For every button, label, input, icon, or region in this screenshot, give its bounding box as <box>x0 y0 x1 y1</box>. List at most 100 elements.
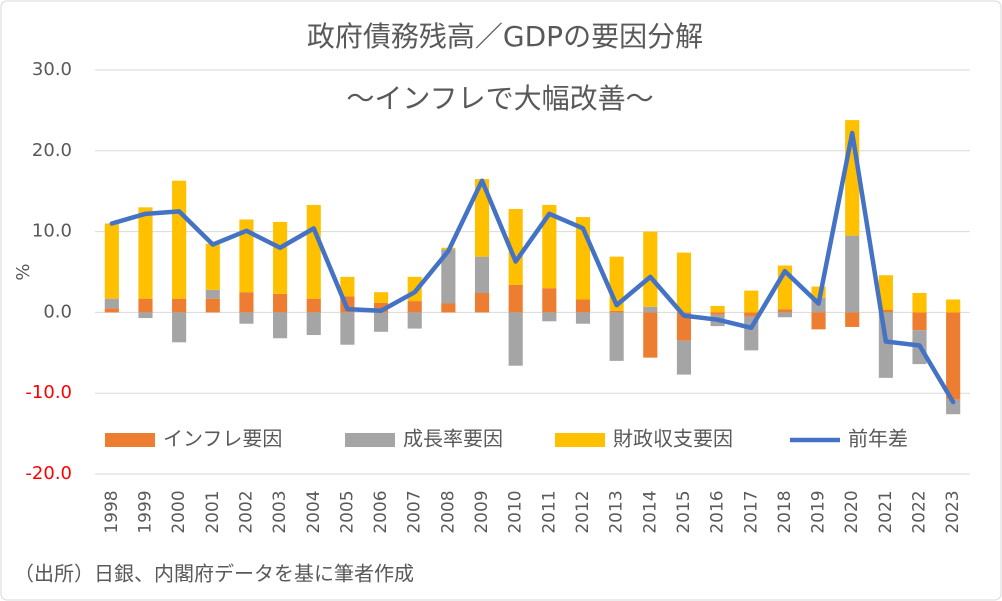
bar-segment <box>306 312 321 336</box>
bar-segment <box>474 179 490 257</box>
x-tick-label: 2013 <box>607 490 627 533</box>
legend-label: 成長率要因 <box>403 427 503 451</box>
bar-segment <box>407 301 422 313</box>
bar-segment <box>239 312 254 324</box>
bar-segment <box>710 312 725 315</box>
bar-segment <box>777 309 792 313</box>
x-tick-label: 2020 <box>842 490 862 533</box>
bar-segment <box>172 180 187 299</box>
bar-segment <box>205 243 220 290</box>
bar-segment <box>946 312 961 400</box>
legend-label: 前年差 <box>848 427 908 451</box>
bar-segment <box>878 309 893 313</box>
x-tick-label: 2023 <box>943 490 963 533</box>
bar-segment <box>710 305 725 313</box>
footnote: （出所）日銀、内閣府データを基に筆者作成 <box>14 562 414 586</box>
bar-segment <box>643 312 658 358</box>
bar-segment <box>845 312 860 327</box>
y-axis-label: % <box>13 263 34 280</box>
bar-segment <box>643 306 658 313</box>
x-tick-label: 2001 <box>203 490 223 533</box>
bar-segment <box>138 298 153 313</box>
legend-swatch <box>105 433 155 447</box>
bar-segment <box>777 312 792 318</box>
bar-segment <box>542 288 557 313</box>
bar-segment <box>676 340 692 375</box>
bar-segment <box>474 293 490 313</box>
x-tick-label: 2007 <box>405 490 425 533</box>
chart-subtitle: ～インフレで大幅改善～ <box>346 82 653 115</box>
x-tick-label: 2003 <box>270 490 290 533</box>
bar-segment <box>575 312 591 324</box>
x-tick-label: 2018 <box>775 490 795 533</box>
x-tick-label: 2002 <box>236 490 256 533</box>
x-tick-label: 2014 <box>640 490 660 533</box>
x-tick-label: 2016 <box>708 490 728 533</box>
bar-segment <box>373 292 389 303</box>
bar-segment <box>676 312 692 341</box>
bar-segment <box>407 312 422 329</box>
bar-segment <box>205 298 220 313</box>
y-tick-label: -10.0 <box>25 382 72 403</box>
bar-segment <box>508 208 523 285</box>
x-tick-label: 1998 <box>102 490 122 533</box>
x-tick-label: 2017 <box>741 490 761 533</box>
bar-segment <box>104 308 119 313</box>
x-tick-label: 2000 <box>169 490 189 533</box>
bar-segment <box>273 221 288 294</box>
bar-segment <box>946 399 961 415</box>
x-tick-label: 2021 <box>876 490 896 533</box>
bar-segment <box>172 298 187 313</box>
chart-title: 政府債務残高／GDPの要因分解 <box>307 20 703 53</box>
bar-segment <box>609 310 624 313</box>
bar-segment <box>138 312 153 319</box>
y-tick-label: 20.0 <box>32 140 72 161</box>
x-tick-label: 2010 <box>506 490 526 533</box>
x-tick-label: 2004 <box>304 490 324 533</box>
bar-segment <box>306 298 321 313</box>
line <box>109 130 956 405</box>
x-tick-label: 2008 <box>438 490 458 533</box>
bar-segment <box>205 289 220 299</box>
bar-segment <box>676 252 692 313</box>
x-tick-label: 2012 <box>573 490 593 533</box>
y-tick-label: 30.0 <box>32 59 72 80</box>
bar-segment <box>172 312 187 343</box>
bar-segment <box>744 312 759 317</box>
bar-segment <box>508 312 523 366</box>
bar-segment <box>273 293 288 313</box>
x-tick-label: 2009 <box>472 490 492 533</box>
legend-swatch <box>555 433 605 447</box>
bar-segment <box>542 204 557 289</box>
bar-segment <box>273 312 288 339</box>
bar-segment <box>878 275 893 310</box>
bar-segment <box>104 298 119 309</box>
legend-label: 財政収支要因 <box>613 427 733 451</box>
bar-segment <box>239 292 254 313</box>
x-tick-label: 2005 <box>337 490 357 533</box>
x-tick-label: 2019 <box>809 490 829 533</box>
bar-segment <box>340 276 355 297</box>
bar-segment <box>340 312 355 345</box>
bar-segment <box>373 312 389 332</box>
bar-segment <box>744 290 759 313</box>
bar-segment <box>474 256 490 294</box>
y-tick-label: -20.0 <box>25 463 72 484</box>
bar-segment <box>542 312 557 322</box>
bar-segment <box>306 204 321 299</box>
x-tick-label: 2015 <box>674 490 694 533</box>
bar-segment <box>609 312 624 361</box>
bar-segment <box>946 299 961 313</box>
bar-segment <box>845 235 860 313</box>
bar-segment <box>811 312 826 330</box>
y-tick-label: 10.0 <box>32 221 72 242</box>
x-tick-label: 2006 <box>371 490 391 533</box>
y-tick-label: 0.0 <box>43 301 72 322</box>
bar-segment <box>912 293 927 313</box>
x-tick-label: 1999 <box>135 490 155 533</box>
bar-segment <box>239 219 254 293</box>
bar-segment <box>441 249 456 304</box>
x-tick-label: 2022 <box>910 490 930 533</box>
legend-label: インフレ要因 <box>163 427 282 451</box>
x-tick-label: 2011 <box>539 490 559 533</box>
